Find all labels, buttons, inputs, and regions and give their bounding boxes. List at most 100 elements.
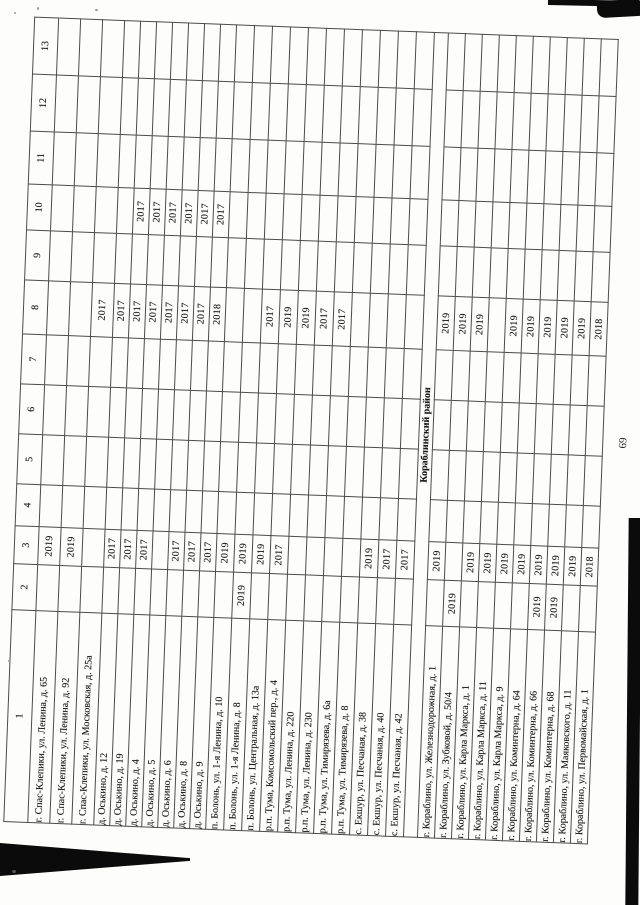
year-cell: 2017	[377, 539, 397, 579]
year-cell	[445, 500, 465, 543]
scan-artifact-right-edge	[625, 518, 640, 905]
year-cell: 2017	[164, 189, 183, 236]
year-cell	[474, 201, 493, 248]
year-cell	[357, 576, 378, 624]
year-cell	[366, 347, 387, 398]
year-cell	[390, 197, 410, 245]
col-header-cell: 12	[30, 74, 57, 132]
year-cell	[339, 576, 360, 623]
year-cell	[378, 497, 399, 541]
year-cell	[101, 567, 120, 614]
year-cell	[267, 573, 288, 621]
year-cell	[202, 440, 221, 492]
year-cell	[444, 542, 463, 581]
year-cell: 2019	[461, 542, 480, 582]
year-cell: 2017	[199, 532, 217, 572]
year-cell	[64, 385, 89, 437]
year-cell	[525, 203, 544, 250]
year-cell	[149, 569, 168, 616]
year-cell	[108, 387, 127, 438]
year-cell: 2019	[546, 546, 565, 585]
year-cell	[380, 447, 401, 499]
year-cell: 2019	[215, 533, 235, 573]
year-cell	[42, 384, 67, 436]
year-cell	[117, 567, 136, 615]
year-cell	[384, 347, 405, 399]
year-cell	[368, 293, 389, 348]
year-cell	[434, 349, 454, 401]
year-cell: 2019	[478, 543, 497, 583]
year-cell	[140, 388, 159, 440]
year-cell	[386, 293, 407, 349]
col-header-cell: 3	[13, 525, 40, 565]
col-header-cell: 13	[32, 17, 59, 75]
year-cell	[481, 451, 501, 503]
year-cell	[286, 83, 307, 142]
year-cell	[375, 577, 396, 625]
year-cell	[305, 536, 325, 576]
year-cell	[519, 353, 539, 404]
year-cell	[232, 81, 253, 140]
year-cell: 2017	[260, 289, 281, 344]
year-cell	[356, 143, 377, 198]
year-cell	[432, 399, 452, 451]
col-header-cell: 9	[24, 229, 51, 281]
year-cell	[306, 27, 327, 86]
year-cell	[285, 574, 306, 621]
year-cell	[250, 82, 271, 141]
year-cell	[320, 142, 341, 196]
year-cell	[409, 145, 431, 200]
year-cell: 2019	[359, 539, 379, 578]
year-cell	[122, 437, 141, 489]
year-cell	[274, 393, 295, 445]
year-cell: 2017	[135, 530, 154, 570]
scan-speck	[95, 9, 98, 11]
year-cell	[412, 88, 433, 147]
year-cell: 2019	[233, 534, 253, 573]
year-cell	[328, 395, 349, 447]
year-cell	[318, 195, 339, 242]
year-cell	[185, 490, 203, 533]
year-cell	[48, 230, 73, 282]
year-cell	[425, 579, 445, 627]
rotated-scan-content: 1 2 3 4 5 6 7 8 9 10 11 12 13 г. Спас-Клепики, ул. Ле…	[3, 17, 629, 845]
year-cell	[138, 438, 157, 490]
year-cell: 2017	[132, 188, 151, 235]
scan-speck	[12, 870, 16, 873]
year-cell	[594, 152, 614, 207]
year-cell	[174, 339, 193, 391]
year-cell	[374, 144, 395, 198]
year-cell	[370, 243, 391, 294]
year-cell	[288, 494, 309, 537]
scan-artifact-bottom-wedge	[0, 843, 190, 876]
year-cell	[249, 572, 270, 620]
year-cell	[146, 234, 165, 286]
year-cell	[268, 83, 289, 141]
year-cell	[447, 450, 467, 501]
year-cell	[204, 390, 223, 442]
year-cell	[57, 565, 82, 613]
year-cell: 2019	[427, 541, 446, 581]
year-cell	[340, 85, 361, 144]
year-cell	[408, 198, 428, 246]
year-cell	[190, 340, 209, 391]
year-cell	[294, 344, 315, 396]
year-cell	[553, 354, 573, 405]
year-cell	[158, 339, 177, 390]
year-cell: 2019	[278, 289, 299, 345]
year-cell	[304, 84, 325, 143]
year-cell	[472, 247, 492, 298]
year-cell	[382, 397, 403, 449]
year-cell	[126, 337, 145, 389]
year-cell	[287, 536, 307, 575]
year-cell	[156, 389, 175, 440]
year-cell	[360, 29, 381, 88]
year-cell	[288, 26, 309, 85]
year-cell	[346, 396, 367, 448]
year-cell	[66, 335, 91, 387]
year-cell: 2019	[504, 298, 524, 354]
year-cell	[493, 582, 513, 629]
year-cell: 2019	[442, 580, 462, 627]
year-cell: 2019	[59, 527, 84, 567]
year-cell	[336, 195, 357, 243]
